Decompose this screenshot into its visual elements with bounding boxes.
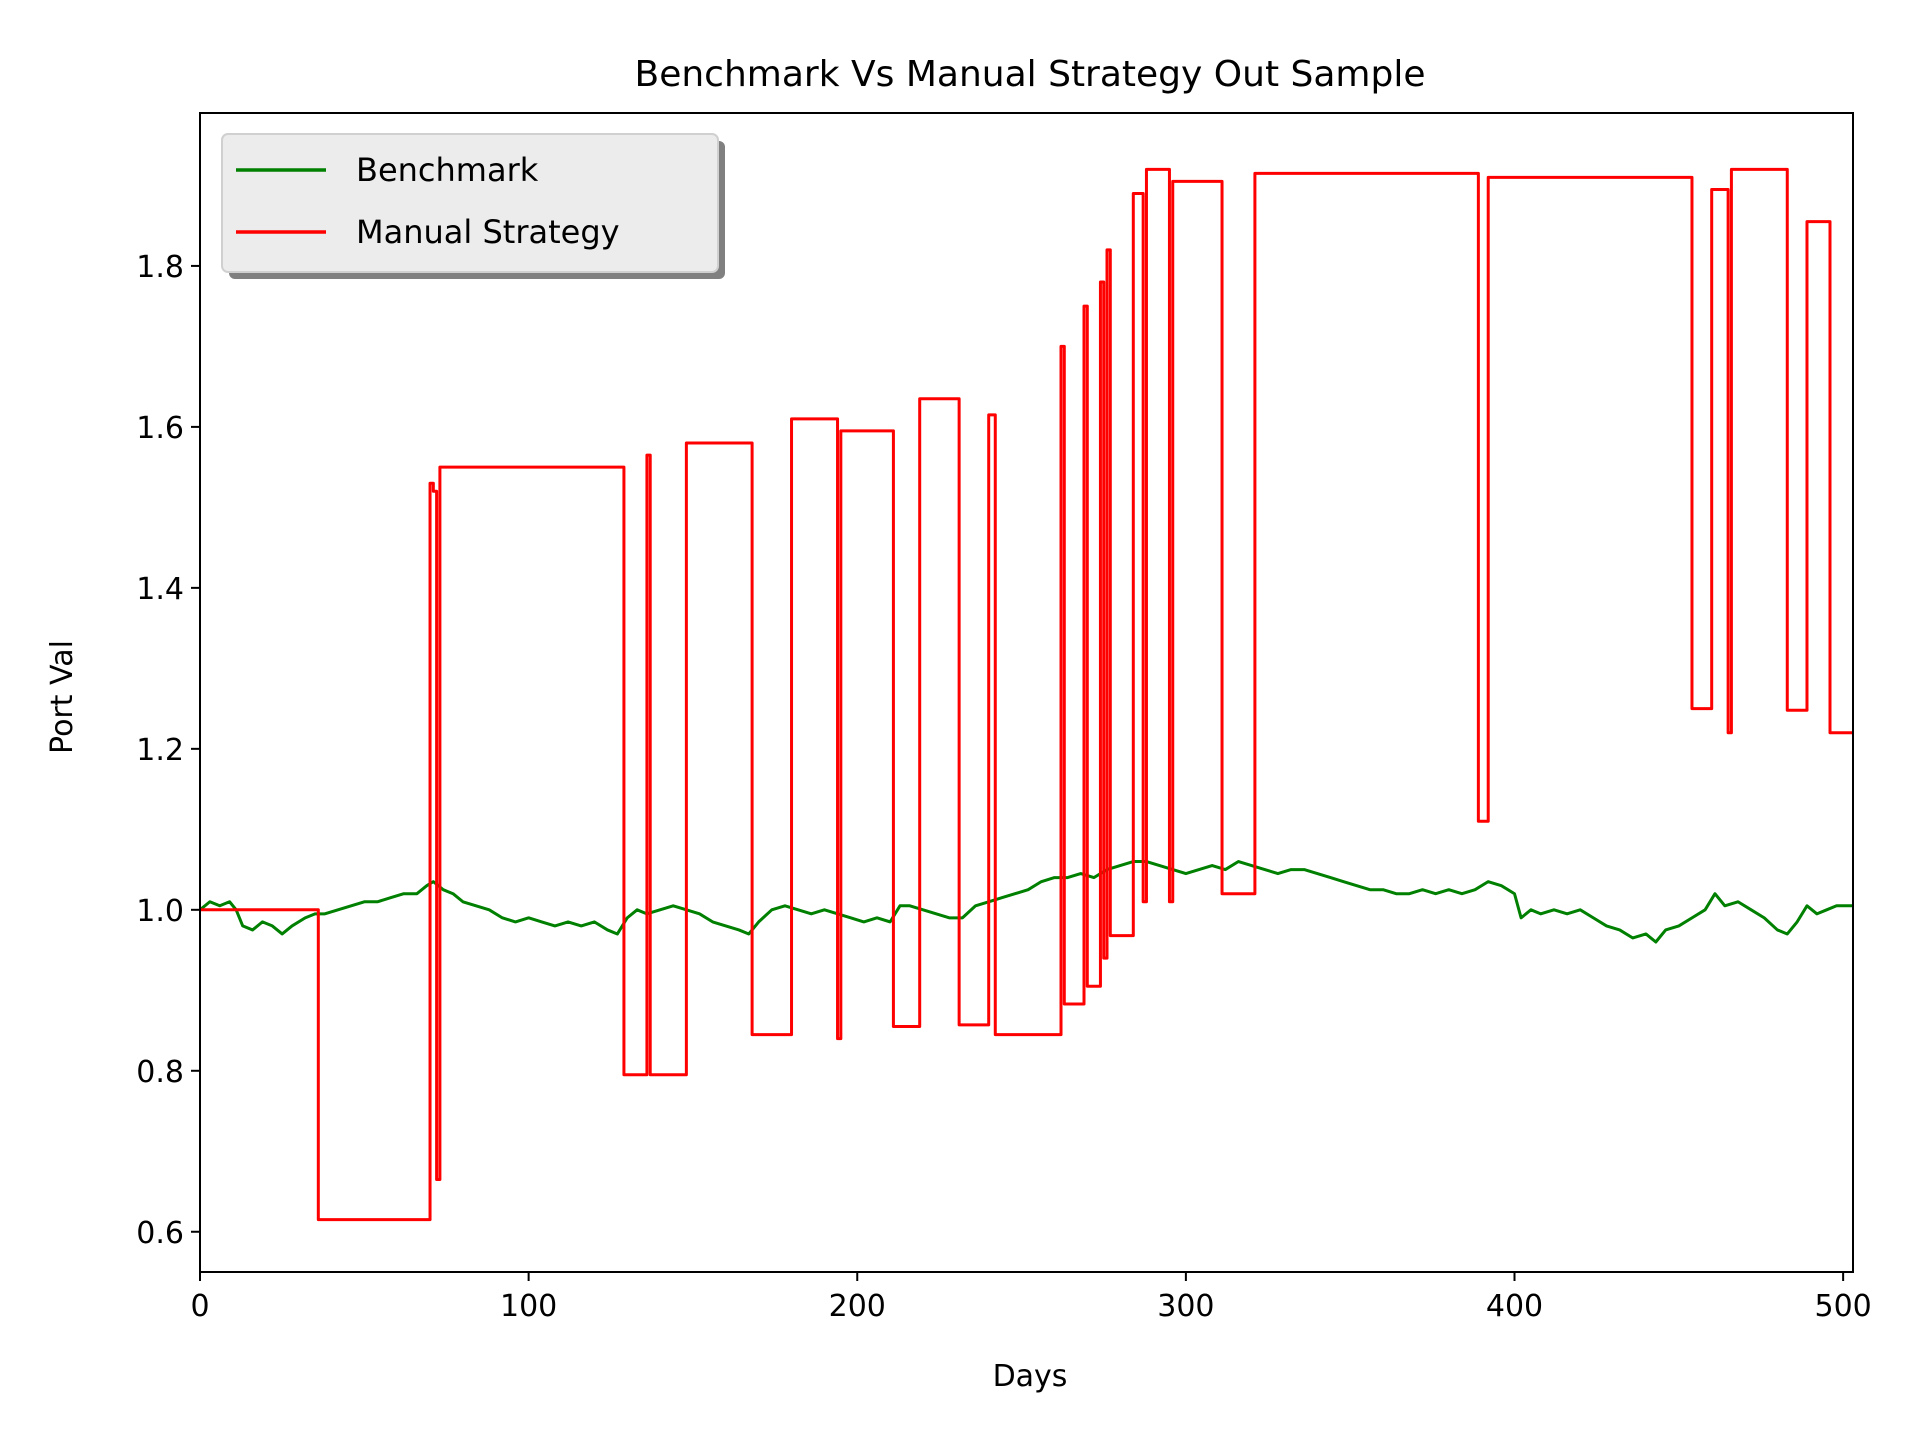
x-axis-label: Days: [993, 1359, 1068, 1394]
y-tick-label: 1.6: [136, 411, 184, 446]
x-tick-label: 0: [190, 1289, 209, 1324]
series-group: [200, 167, 1853, 1222]
y-axis-label: Port Val: [45, 640, 80, 754]
y-tick-label: 0.6: [136, 1216, 184, 1251]
series-line-manual-strategy: [200, 167, 1853, 1222]
series-line-benchmark: [200, 860, 1853, 944]
axes-frame: [199, 112, 1854, 1273]
x-tick-label: 500: [1815, 1289, 1872, 1324]
y-tick-label: 1.2: [136, 733, 184, 768]
chart-title: Benchmark Vs Manual Strategy Out Sample: [635, 54, 1426, 95]
legend-box: [221, 133, 719, 273]
x-tick-label: 300: [1157, 1289, 1214, 1324]
plot-area: [199, 112, 1854, 1273]
y-tick-label: 0.8: [136, 1055, 184, 1090]
legend-label-manual-strategy: Manual Strategy: [356, 213, 620, 251]
x-tick-label: 200: [829, 1289, 886, 1324]
y-tick-label: 1.4: [136, 572, 184, 607]
axis-ticks: 0 100 200 300 400 500 0.6 0.8 1.0 1.2 1.4 1.6 1.8: [136, 250, 1871, 1324]
legend: Benchmark Manual Strategy: [221, 133, 725, 279]
legend-label-benchmark: Benchmark: [356, 151, 539, 189]
y-tick-label: 1.8: [136, 250, 184, 285]
y-tick-label: 1.0: [136, 894, 184, 929]
x-tick-label: 400: [1486, 1289, 1543, 1324]
x-tick-label: 100: [500, 1289, 557, 1324]
